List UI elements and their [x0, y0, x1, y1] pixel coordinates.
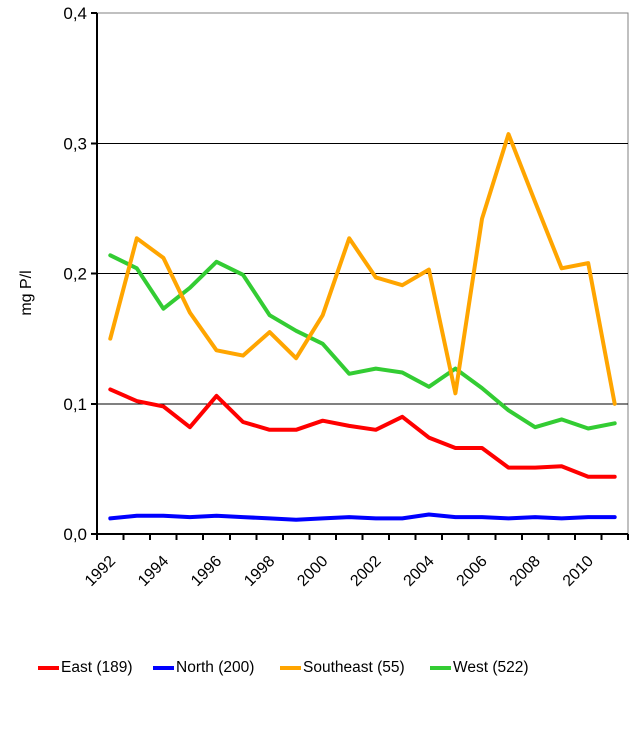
series-line-west [108, 253, 617, 431]
legend-item-east: East (189) [38, 653, 133, 683]
y-tick-label: 0,1 [63, 395, 87, 414]
x-tick-label: 2002 [347, 553, 384, 590]
x-tick-label: 1996 [188, 553, 225, 590]
legend-label: East (189) [61, 659, 133, 676]
legend-item-west: West (522) [430, 653, 529, 683]
x-tick-label: 1994 [135, 553, 172, 590]
chart-legend: East (189) North (200) Southeast (55) West … [0, 653, 641, 683]
series-line-east [108, 387, 617, 479]
series-line-southeast [108, 132, 617, 406]
legend-swatch-line [280, 666, 301, 670]
x-tick-label: 1992 [82, 553, 119, 590]
legend-swatch-line [430, 666, 451, 670]
x-tick-label: 2000 [294, 553, 331, 590]
x-tick-label: 2004 [401, 553, 438, 590]
x-tick-label: 2008 [507, 553, 544, 590]
legend-item-southeast: Southeast (55) [280, 653, 405, 683]
y-tick-label: 0,2 [63, 265, 87, 284]
legend-swatch-line [38, 666, 59, 670]
chart-plot-area: 0,0 0,1 0,2 0,3 0,4 1992 1994 1996 1998 2000 2002 2… [18, 4, 629, 590]
y-tick-label: 0,3 [63, 134, 87, 153]
y-tick-label: 0,0 [63, 525, 87, 544]
y-tick-label: 0,4 [63, 4, 87, 23]
legend-label: North (200) [176, 659, 255, 676]
legend-item-north: North (200) [153, 653, 254, 683]
x-tick-label: 2010 [560, 553, 597, 590]
x-tick-label: 2006 [454, 553, 491, 590]
legend-swatch-line [153, 666, 174, 670]
x-tick-label: 1998 [241, 553, 278, 590]
y-axis-title: mg P/l [18, 270, 35, 315]
series-line-north [108, 512, 617, 522]
legend-label: Southeast (55) [303, 659, 405, 676]
legend-label: West (522) [453, 659, 529, 676]
